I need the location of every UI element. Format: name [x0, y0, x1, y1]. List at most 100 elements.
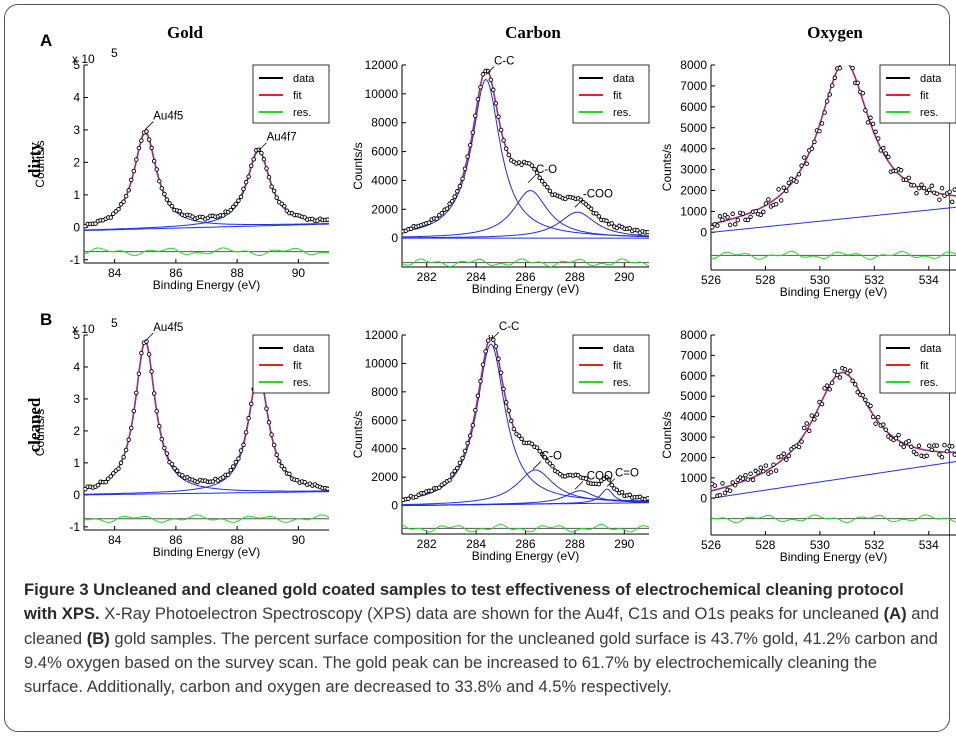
data-point: [164, 451, 170, 456]
x-tick-label: 284: [466, 537, 486, 551]
data-point: [243, 179, 249, 185]
y-tick-label: 2000: [680, 450, 707, 464]
data-point: [447, 201, 452, 207]
data-point: [596, 214, 602, 219]
data-point: [865, 120, 871, 125]
x-tick-label: 90: [292, 533, 306, 547]
data-point: [426, 220, 432, 225]
data-point: [868, 403, 873, 409]
data-point: [452, 194, 457, 199]
data-point: [881, 145, 886, 151]
x-axis-label: Binding Energy (eV): [153, 278, 260, 292]
data-point: [302, 479, 308, 485]
y-axis-label: Counts/s: [351, 142, 365, 189]
data-point: [883, 427, 889, 432]
data-point: [159, 436, 165, 442]
x-tick-label: 534: [919, 273, 939, 287]
data-point: [271, 442, 277, 448]
data-point: [473, 407, 478, 413]
legend-entry: res.: [613, 107, 631, 119]
x-axis-label: Binding Energy (eV): [153, 545, 260, 559]
data-point: [444, 206, 450, 211]
row-label-cleaned: cleaned: [25, 397, 44, 452]
data-point: [519, 436, 524, 442]
data-point: [131, 168, 137, 174]
data-point: [837, 375, 843, 380]
caption-ref-a: (A): [883, 604, 907, 624]
data-point: [248, 163, 254, 169]
data-point: [146, 352, 152, 357]
annotation-leader: [527, 174, 537, 184]
data-point: [906, 175, 912, 181]
y-tick-label: 4000: [371, 173, 398, 187]
data-point: [503, 146, 509, 151]
data-point: [506, 152, 512, 158]
data-point: [583, 476, 589, 481]
data-point: [462, 166, 468, 171]
data-point: [485, 338, 491, 343]
data-point: [817, 128, 822, 134]
data-point: [725, 215, 730, 220]
data-point: [506, 408, 512, 413]
y-tick-label: 12000: [365, 58, 399, 72]
data-point: [465, 440, 470, 446]
legend-entry: fit: [920, 90, 929, 102]
data-point: [863, 108, 868, 113]
data-point: [325, 217, 329, 222]
data-point: [532, 166, 537, 172]
annotation-leader: [574, 199, 584, 208]
data-point: [883, 151, 889, 156]
data-point: [740, 476, 746, 481]
data-point: [516, 433, 522, 439]
data-point: [875, 414, 881, 420]
data-point: [488, 77, 494, 82]
data-point: [126, 437, 131, 442]
annotation-leader: [490, 331, 500, 341]
data-point: [210, 479, 216, 484]
data-point: [473, 113, 478, 118]
data-point: [460, 176, 465, 181]
data-point: [177, 208, 182, 214]
data-point: [635, 228, 640, 233]
panel-B-carbon: 282 284 286 288 290 0 2000 4000 6000 8000 10000 120…: [351, 321, 650, 563]
data-point: [225, 472, 231, 477]
data-point: [169, 203, 175, 209]
data-point: [804, 161, 809, 166]
data-point: [740, 211, 746, 216]
data-point: [519, 162, 524, 167]
data-point: [496, 114, 501, 119]
data-point: [154, 408, 159, 414]
figure-caption: Figure 3 Uncleaned and cleaned gold coat…: [24, 578, 939, 699]
data-point: [139, 350, 144, 356]
data-point: [550, 463, 555, 469]
data-point: [236, 456, 241, 461]
data-point: [276, 458, 282, 464]
data-point: [778, 198, 784, 203]
data-point: [606, 477, 612, 482]
data-point: [134, 157, 139, 162]
data-point: [452, 468, 457, 474]
y-tick-label: 10000: [365, 87, 399, 101]
y-axis-label: Counts/s: [33, 409, 47, 456]
data-point: [898, 168, 904, 173]
data-point: [172, 465, 177, 471]
panel-B-oxygen: 526 528 530 532 534 0 1000 2000 3000 4000 5000 6000…: [660, 328, 956, 564]
y-tick-label: 10000: [365, 356, 399, 370]
data-point: [131, 408, 137, 414]
data-point: [619, 489, 625, 495]
y-tick-label: 0: [391, 499, 398, 513]
data-point: [848, 59, 852, 63]
data-point: [282, 203, 287, 209]
data-point: [924, 190, 929, 196]
data-point: [842, 367, 848, 372]
data-point: [604, 218, 609, 224]
data-point: [274, 452, 279, 457]
data-point: [180, 473, 185, 478]
data-point: [829, 83, 835, 88]
data-point: [748, 471, 753, 476]
data-point: [159, 186, 165, 191]
legend-entry: res.: [293, 107, 311, 119]
y-tick-label: 4000: [680, 142, 707, 156]
data-point: [914, 191, 919, 196]
data-point: [778, 454, 784, 459]
